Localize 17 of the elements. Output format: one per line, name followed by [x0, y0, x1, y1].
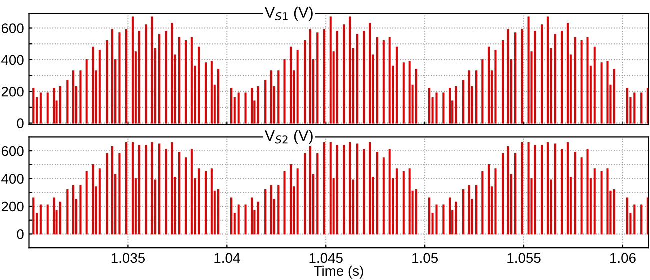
x-tick-label: 1.045	[310, 253, 343, 264]
x-tick-label: 1.05	[412, 253, 438, 264]
x-tick-label: 1.06	[610, 253, 636, 264]
y-tick-label: 200	[2, 86, 24, 97]
y-tick-label: 0	[17, 230, 24, 240]
y-tick-label: 600	[2, 146, 24, 156]
y-tick-label: 600	[2, 24, 24, 34]
y-tick-label: 400	[2, 174, 24, 184]
y-tick-label: 0	[17, 118, 24, 128]
x-axis-title: Time (s)	[314, 266, 364, 279]
y-tick-label: 400	[2, 55, 24, 66]
x-tick-label: 1.035	[112, 253, 145, 264]
y-tick-label: 200	[2, 202, 24, 212]
chart-title: V$_{S1}$ (V)	[264, 6, 313, 22]
x-tick-label: 1.04	[214, 253, 240, 264]
x-tick-label: 1.055	[508, 253, 541, 264]
chart-title: V$_{S2}$ (V)	[264, 130, 313, 144]
